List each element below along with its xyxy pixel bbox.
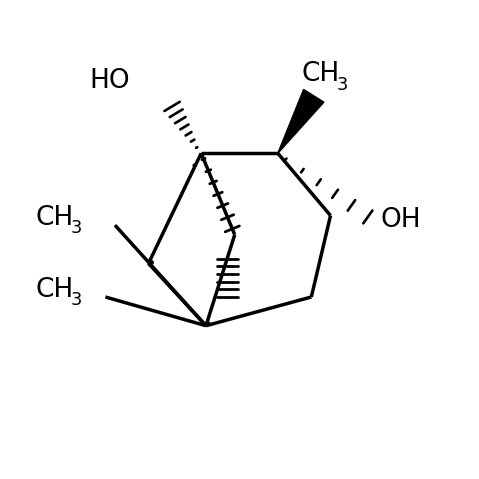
Text: 3: 3 bbox=[70, 219, 81, 238]
Text: CH: CH bbox=[36, 205, 74, 231]
Text: 3: 3 bbox=[336, 76, 347, 94]
Text: HO: HO bbox=[90, 68, 130, 94]
Text: CH: CH bbox=[36, 277, 74, 303]
Text: OH: OH bbox=[381, 207, 422, 233]
Text: CH: CH bbox=[302, 61, 340, 87]
Polygon shape bbox=[278, 90, 324, 153]
Text: 3: 3 bbox=[70, 291, 81, 309]
